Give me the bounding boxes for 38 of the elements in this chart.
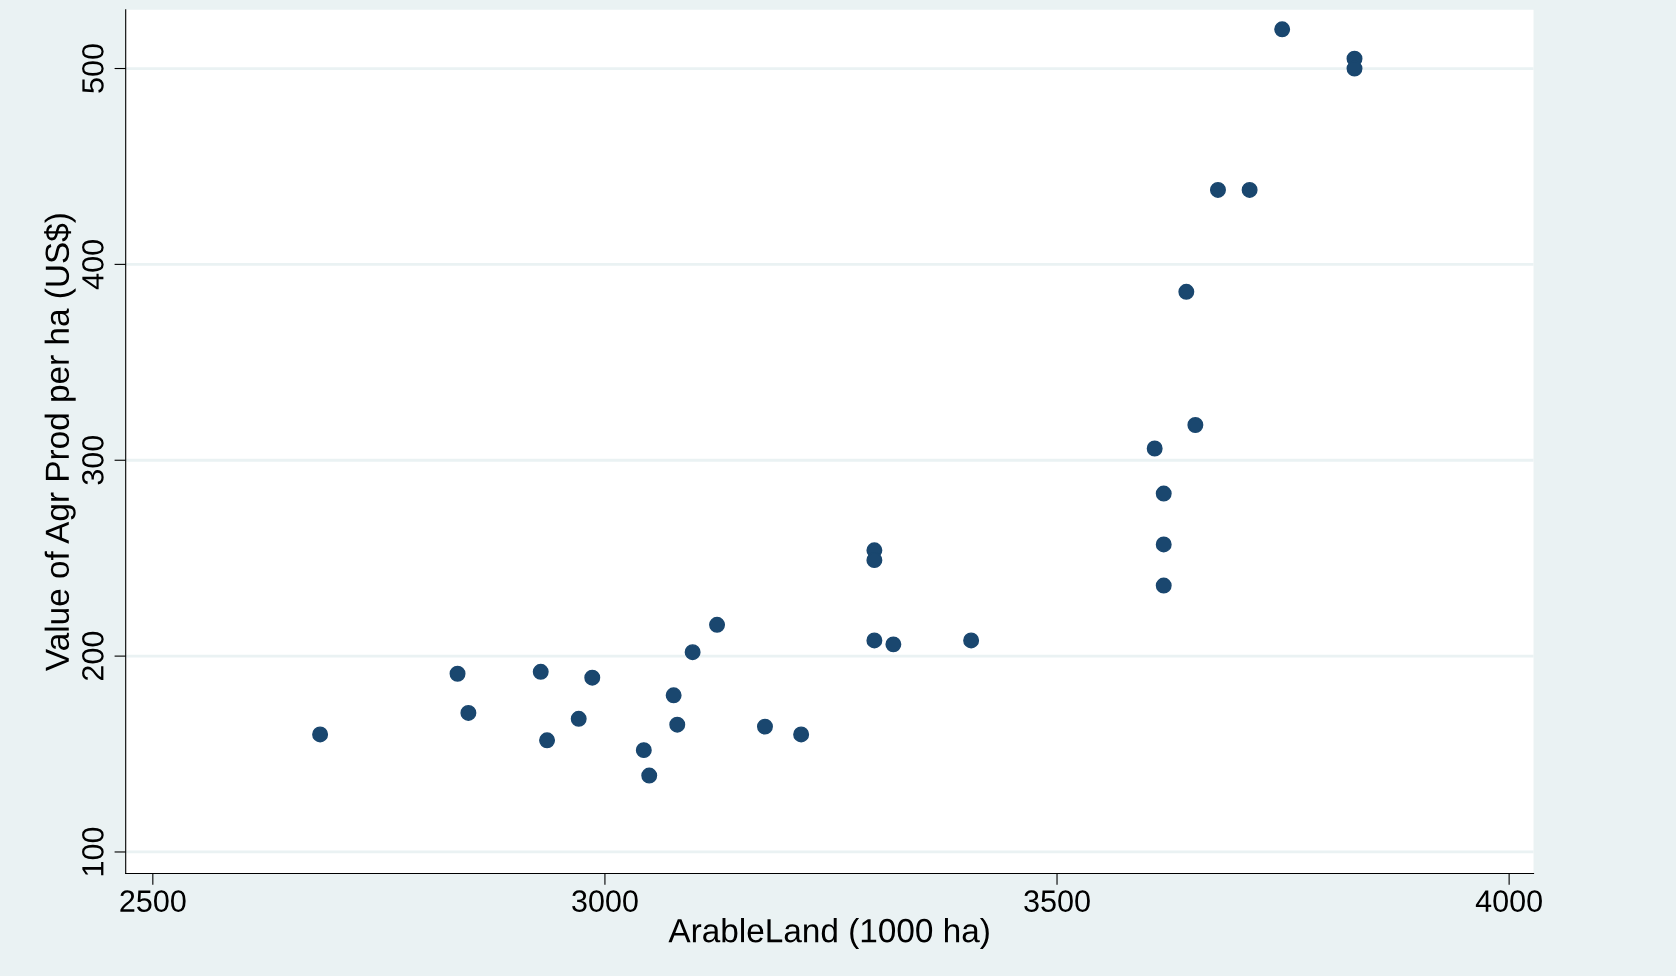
point bbox=[532, 663, 549, 680]
point bbox=[665, 687, 682, 704]
x-tick-label: 4000 bbox=[1475, 890, 1542, 912]
x-tick-label: 3500 bbox=[1024, 890, 1090, 912]
point bbox=[584, 669, 601, 686]
point bbox=[1146, 440, 1163, 457]
point bbox=[1241, 181, 1258, 198]
point bbox=[669, 716, 686, 733]
point bbox=[449, 665, 466, 682]
x-tick-label: 3000 bbox=[572, 890, 638, 912]
point bbox=[635, 742, 652, 759]
y-tick-label: 200 bbox=[82, 631, 104, 681]
point bbox=[570, 710, 587, 727]
point bbox=[1155, 536, 1172, 553]
point bbox=[756, 718, 773, 735]
point bbox=[963, 632, 980, 649]
point bbox=[1155, 485, 1172, 502]
x-tick-label: 2500 bbox=[120, 890, 186, 912]
point bbox=[709, 616, 726, 633]
point bbox=[312, 726, 329, 743]
point bbox=[460, 704, 477, 721]
y-tick-label: 300 bbox=[82, 435, 104, 485]
point bbox=[793, 726, 810, 743]
point bbox=[1209, 181, 1226, 198]
y-tick-label: 500 bbox=[82, 44, 104, 93]
y-tick-label: 100 bbox=[82, 827, 104, 876]
x-axis-title: ArableLand (1000 ha) bbox=[668, 917, 989, 950]
point bbox=[866, 632, 883, 649]
y-axis-title: Value of Agr Prod per ha (US$) bbox=[44, 214, 76, 671]
point bbox=[1155, 577, 1172, 594]
point bbox=[1187, 417, 1204, 433]
point bbox=[1274, 21, 1291, 38]
point bbox=[885, 636, 902, 653]
y-tick-label: 400 bbox=[82, 240, 104, 290]
point bbox=[684, 644, 701, 661]
point bbox=[641, 767, 658, 784]
point bbox=[1178, 283, 1195, 300]
point bbox=[539, 732, 556, 749]
